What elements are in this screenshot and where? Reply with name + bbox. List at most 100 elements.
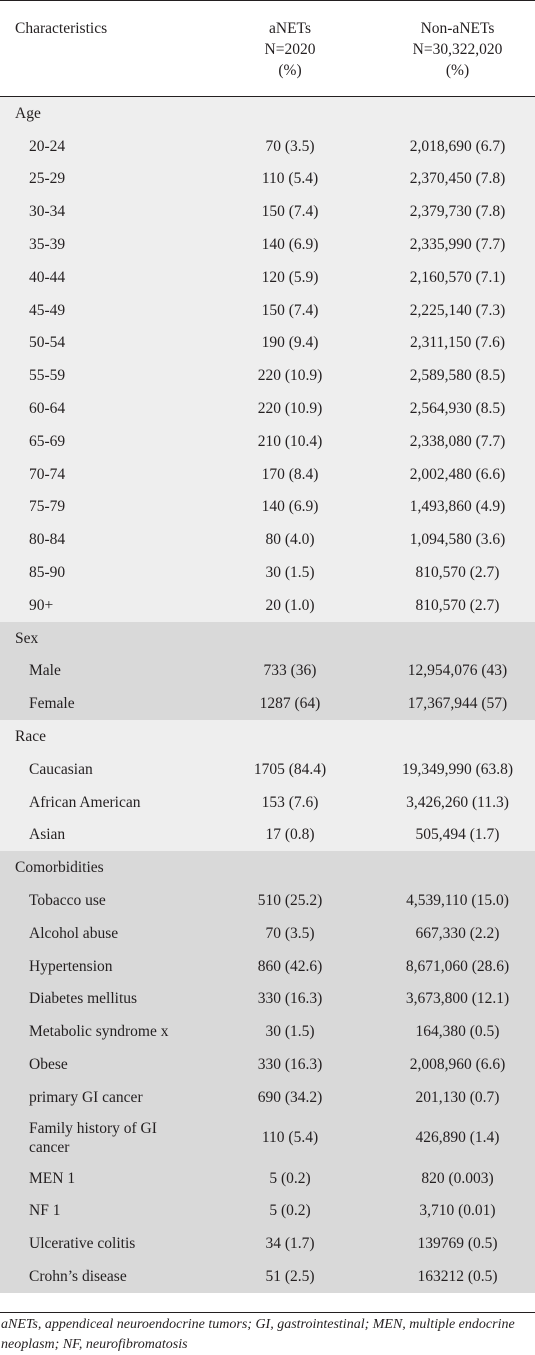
row-label: 40-44 bbox=[29, 268, 66, 286]
anets-value: 860 (42.6) bbox=[257, 957, 323, 975]
anets-value: 51 (2.5) bbox=[265, 1267, 315, 1285]
anets-value: 1705 (84.4) bbox=[253, 760, 327, 778]
anets-value: 70 (3.5) bbox=[265, 924, 315, 942]
table-row: Ulcerative colitis 34 (1.7) 139769 (0.5) bbox=[0, 1227, 535, 1261]
row-label: Family history of GI cancer bbox=[29, 1119, 157, 1156]
non-anets-value: 820 (0.003) bbox=[421, 1169, 494, 1187]
row-label: Caucasian bbox=[29, 760, 93, 778]
row-label: 85-90 bbox=[29, 564, 66, 582]
non-anets-value: 1,094,580 (3.6) bbox=[409, 531, 506, 549]
row-label: Tobacco use bbox=[29, 892, 106, 910]
row-label: 80-84 bbox=[29, 531, 66, 549]
row-label: 30-34 bbox=[29, 203, 66, 221]
non-anets-value: 2,379,730 (7.8) bbox=[409, 203, 506, 221]
table-row: 30-34 150 (7.4) 2,379,730 (7.8) bbox=[0, 195, 535, 229]
non-anets-value: 2,564,930 (8.5) bbox=[409, 400, 506, 418]
header-characteristics: Characteristics bbox=[15, 20, 108, 37]
non-anets-value: 2,311,150 (7.6) bbox=[410, 334, 505, 352]
anets-value: 150 (7.4) bbox=[261, 301, 319, 319]
non-anets-value: 2,160,570 (7.1) bbox=[409, 268, 506, 286]
anets-value: 30 (1.5) bbox=[265, 564, 315, 582]
anets-value: 220 (10.9) bbox=[257, 367, 323, 385]
table-row: 25-29 110 (5.4) 2,370,450 (7.8) bbox=[0, 162, 535, 196]
section-title: Sex bbox=[15, 629, 39, 647]
non-anets-value: 667,330 (2.2) bbox=[415, 924, 500, 942]
row-label: Hypertension bbox=[29, 957, 113, 975]
header-non-anets: Non-aNETs N=30,322,020 (%) bbox=[380, 4, 535, 97]
header-non-anets-n: N=30,322,020 bbox=[412, 41, 503, 58]
table-header: Characteristics aNETs N=2020 (%) Non-aNE… bbox=[0, 4, 535, 97]
row-label: Obese bbox=[29, 1056, 68, 1073]
section-title: Race bbox=[15, 728, 46, 746]
anets-value: 330 (16.3) bbox=[257, 990, 323, 1008]
table-row: MEN 1 5 (0.2) 820 (0.003) bbox=[0, 1161, 535, 1195]
anets-value: 220 (10.9) bbox=[257, 400, 323, 418]
table-row: Tobacco use 510 (25.2) 4,539,110 (15.0) bbox=[0, 884, 535, 917]
row-label: Metabolic syndrome x bbox=[29, 1023, 169, 1041]
table-row: 50-54 190 (9.4) 2,311,150 (7.6) bbox=[0, 326, 535, 360]
anets-value: 120 (5.9) bbox=[261, 268, 319, 286]
section-race: Race Caucasian 1705 (84.4) 19,349,990 (63.8… bbox=[0, 720, 535, 852]
row-label: 50-54 bbox=[29, 334, 66, 352]
non-anets-value: 12,954,076 (43) bbox=[407, 662, 508, 680]
table-row: Hypertension 860 (42.6) 8,671,060 (28.6) bbox=[0, 949, 535, 983]
table-row: Alcohol abuse 70 (3.5) 667,330 (2.2) bbox=[0, 916, 535, 950]
non-anets-value: 1,493,860 (4.9) bbox=[409, 498, 506, 516]
non-anets-value: 2,370,450 (7.8) bbox=[409, 170, 506, 188]
row-label: MEN 1 bbox=[29, 1169, 76, 1187]
non-anets-value: 2,335,990 (7.7) bbox=[409, 236, 506, 254]
non-anets-value: 810,570 (2.7) bbox=[415, 596, 500, 614]
row-label: 25-29 bbox=[29, 170, 66, 188]
row-label: 20-24 bbox=[29, 137, 66, 155]
non-anets-value: 139769 (0.5) bbox=[417, 1235, 498, 1253]
table-row: Family history of GI cancer 110 (5.4) 426,… bbox=[0, 1113, 535, 1162]
non-anets-value: 19,349,990 (63.8) bbox=[401, 760, 514, 778]
table-row: primary GI cancer 690 (34.2) 201,130 (0.7) bbox=[0, 1080, 535, 1114]
anets-value: 5 (0.2) bbox=[269, 1202, 311, 1220]
table-row: NF 1 5 (0.2) 3,710 (0.01) bbox=[0, 1194, 535, 1228]
non-anets-value: 2,018,690 (6.7) bbox=[409, 137, 506, 155]
row-label: Diabetes mellitus bbox=[29, 990, 138, 1008]
non-anets-value: 810,570 (2.7) bbox=[415, 564, 500, 582]
table-row: 60-64 220 (10.9) 2,564,930 (8.5) bbox=[0, 392, 535, 425]
table-row: 90+ 20 (1.0) 810,570 (2.7) bbox=[0, 588, 535, 622]
non-anets-value: 426,890 (1.4) bbox=[415, 1129, 500, 1147]
table-row: 20-24 70 (3.5) 2,018,690 (6.7) bbox=[0, 129, 535, 163]
section-header: Age bbox=[0, 96, 535, 130]
section-sex: Sex Male 733 (36) 12,954,076 (43) Female 1287… bbox=[0, 621, 535, 721]
non-anets-value: 3,426,260 (11.3) bbox=[406, 793, 509, 811]
non-anets-value: 2,589,580 (8.5) bbox=[409, 367, 506, 385]
section-title: Comorbidities bbox=[15, 859, 104, 877]
header-non-anets-unit: (%) bbox=[445, 62, 470, 79]
row-label: Male bbox=[29, 662, 61, 680]
non-anets-value: 2,338,080 (7.7) bbox=[409, 432, 506, 450]
row-label: African American bbox=[29, 793, 141, 811]
table-footnote: aNETs, appendiceal neuroendocrine tumors… bbox=[0, 1312, 535, 1355]
anets-value: 330 (16.3) bbox=[257, 1056, 323, 1073]
header-anets: aNETs N=2020 (%) bbox=[200, 4, 380, 97]
anets-value: 140 (6.9) bbox=[261, 236, 319, 254]
non-anets-value: 163212 (0.5) bbox=[417, 1267, 498, 1285]
table-row: Crohn’s disease 51 (2.5) 163212 (0.5) bbox=[0, 1260, 535, 1293]
anets-value: 190 (9.4) bbox=[261, 334, 319, 352]
anets-value: 110 (5.4) bbox=[261, 1129, 319, 1147]
anets-value: 17 (0.8) bbox=[265, 826, 315, 844]
non-anets-value: 2,002,480 (6.6) bbox=[409, 465, 506, 483]
row-label: primary GI cancer bbox=[29, 1088, 143, 1106]
section-age: Age 20-24 70 (3.5) 2,018,690 (6.7) 25-29 110 … bbox=[0, 96, 535, 622]
non-anets-value: 2,008,960 (6.6) bbox=[409, 1056, 506, 1073]
table-row: Metabolic syndrome x 30 (1.5) 164,380 (0.5… bbox=[0, 1015, 535, 1049]
row-label: 90+ bbox=[29, 596, 54, 614]
table-row: 80-84 80 (4.0) 1,094,580 (3.6) bbox=[0, 523, 535, 557]
row-label: 35-39 bbox=[29, 236, 66, 254]
row-label: Ulcerative colitis bbox=[29, 1235, 136, 1253]
table-row: 55-59 220 (10.9) 2,589,580 (8.5) bbox=[0, 359, 535, 393]
anets-value: 510 (25.2) bbox=[257, 892, 323, 910]
anets-value: 210 (10.4) bbox=[257, 432, 323, 450]
header-anets-unit: (%) bbox=[278, 62, 302, 79]
row-label: NF 1 bbox=[29, 1202, 61, 1220]
table-row: 35-39 140 (6.9) 2,335,990 (7.7) bbox=[0, 228, 535, 261]
row-label: Female bbox=[29, 695, 75, 713]
table-row: 70-74 170 (8.4) 2,002,480 (6.6) bbox=[0, 457, 535, 491]
table-row: 45-49 150 (7.4) 2,225,140 (7.3) bbox=[0, 293, 535, 327]
